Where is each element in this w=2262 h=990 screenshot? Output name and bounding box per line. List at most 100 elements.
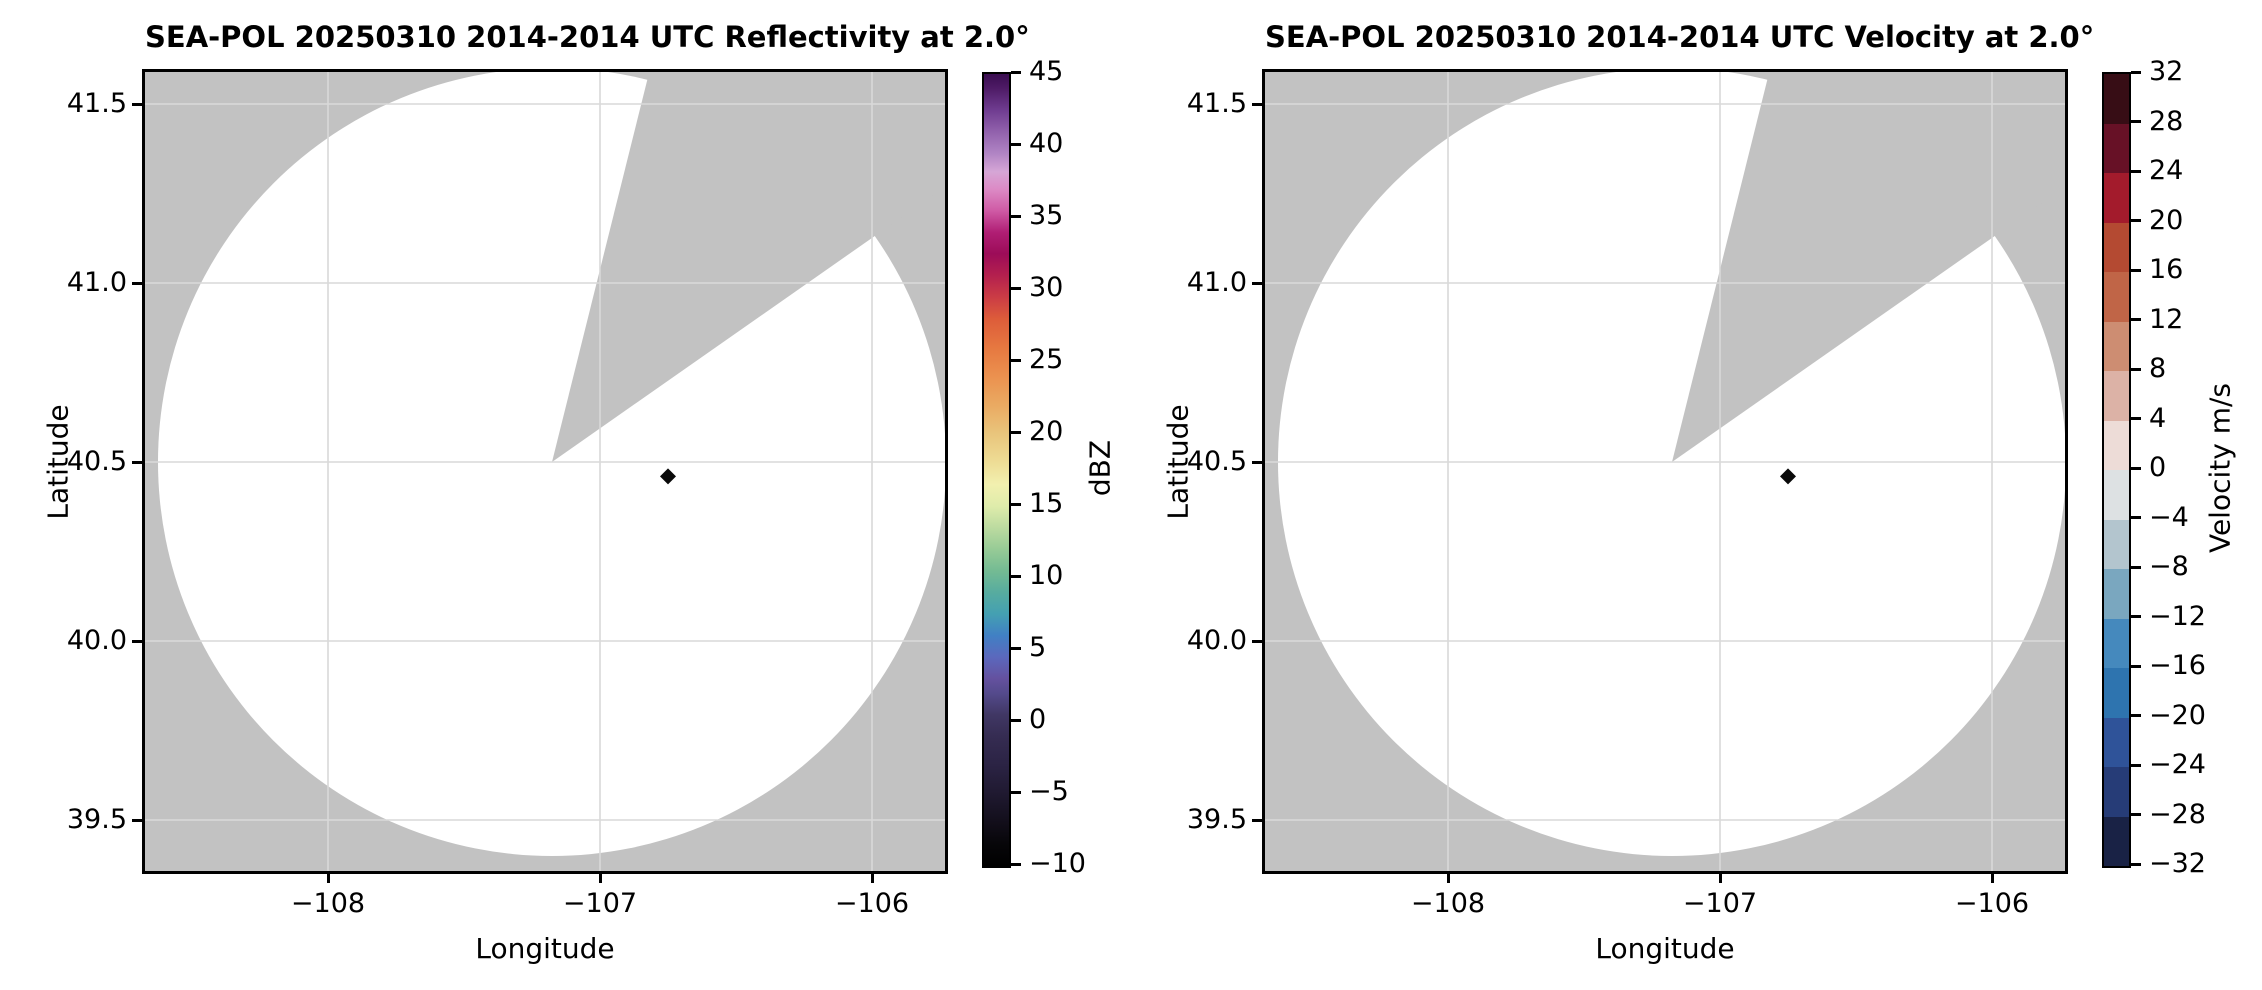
reflectivity-title: SEA-POL 20250310 2014-2014 UTC Reflectiv… <box>145 20 1030 54</box>
colorbar-tick <box>2131 565 2141 569</box>
colorbar-tick-label: −28 <box>2149 798 2206 830</box>
colorbar-tick <box>1011 286 1021 290</box>
colorbar-tick-label: −8 <box>2149 551 2189 582</box>
y-tick <box>1252 460 1264 464</box>
colorbar-tick-label: 20 <box>2149 204 2184 236</box>
colorbar-band <box>2104 470 2129 520</box>
colorbar-tick <box>2131 714 2141 717</box>
x-tick-label: −107 <box>1682 888 1758 919</box>
colorbar-tick <box>1011 142 1021 146</box>
station-marker-diamond <box>660 468 676 485</box>
colorbar-band <box>2104 767 2129 817</box>
blocked-sector-wedge <box>552 72 945 462</box>
colorbar-band <box>2104 668 2129 718</box>
velocity-panel: SEA-POL 20250310 2014-2014 UTC Velocity … <box>1120 0 2251 990</box>
y-tick <box>132 639 144 643</box>
colorbar-tick-label: 5 <box>1029 632 1047 663</box>
colorbar-tick <box>1011 358 1021 362</box>
velocity-title: SEA-POL 20250310 2014-2014 UTC Velocity … <box>1265 20 2095 54</box>
colorbar-band <box>2104 519 2129 569</box>
colorbar-band <box>2104 74 2129 124</box>
colorbar-tick-label: 12 <box>2149 303 2184 335</box>
y-tick-label: 41.0 <box>66 267 127 298</box>
colorbar-tick-label: −32 <box>2149 848 2206 879</box>
colorbar-tick-label: 8 <box>2149 353 2167 384</box>
reflectivity-colorbar <box>982 72 1011 868</box>
colorbar-tick-label: 15 <box>1029 488 1064 519</box>
x-tick-label: −108 <box>290 888 366 919</box>
y-tick <box>132 281 144 285</box>
colorbar-tick <box>1011 574 1021 578</box>
blocked-sector-wedge <box>1672 72 2065 462</box>
colorbar-tick <box>1011 430 1021 434</box>
colorbar-tick-label: 30 <box>1029 272 1064 303</box>
colorbar-tick <box>1011 502 1021 506</box>
y-tick <box>132 818 144 822</box>
colorbar-tick-label: 20 <box>1029 416 1064 447</box>
y-tick <box>132 460 144 464</box>
y-tick-label: 40.5 <box>66 446 127 477</box>
colorbar-tick-label: 25 <box>1029 344 1064 375</box>
colorbar-band <box>2104 272 2129 322</box>
colorbar-band <box>2104 371 2129 421</box>
y-tick <box>132 102 144 106</box>
map-svg <box>145 72 945 871</box>
colorbar-label: dBZ <box>1083 439 1117 497</box>
y-tick <box>1252 818 1264 822</box>
map-svg <box>1265 72 2065 871</box>
reflectivity-panel: SEA-POL 20250310 2014-2014 UTC Reflectiv… <box>42 20 1117 965</box>
colorbar-tick-label: 16 <box>2149 254 2184 285</box>
colorbar-tick-label: 45 <box>1029 56 1064 87</box>
x-tick <box>870 871 874 883</box>
colorbar-tick <box>2131 268 2141 272</box>
colorbar-tick <box>1011 718 1021 722</box>
colorbar-tick <box>1011 790 1021 794</box>
colorbar-tick <box>2131 367 2141 371</box>
colorbar-tick <box>2131 318 2141 321</box>
colorbar-tick-label: 40 <box>1029 128 1064 159</box>
x-tick <box>1446 871 1450 883</box>
colorbar-tick <box>1011 70 1021 74</box>
colorbar-tick <box>2131 763 2141 767</box>
y-tick-label: 39.5 <box>1186 804 1247 835</box>
colorbar-tick <box>2131 169 2141 173</box>
reflectivity-map-area <box>145 72 945 871</box>
x-tick <box>326 871 330 883</box>
colorbar-tick-label: −12 <box>2149 600 2206 632</box>
colorbar-tick-label: −10 <box>1029 848 1086 879</box>
y-tick-label: 40.0 <box>1186 625 1247 656</box>
colorbar-tick-label: 0 <box>1029 704 1047 735</box>
colorbar-tick-label: 10 <box>1029 560 1064 591</box>
x-tick <box>598 871 602 883</box>
colorbar-tick <box>2131 615 2141 618</box>
colorbar-tick-label: −24 <box>2149 749 2206 780</box>
colorbar-tick <box>2131 120 2141 123</box>
x-tick <box>1718 871 1722 883</box>
colorbar-tick-label: −20 <box>2149 699 2206 731</box>
colorbar-label: Velocity m/s <box>2203 382 2237 554</box>
y-tick-label: 39.5 <box>66 804 127 835</box>
colorbar-tick-label: 32 <box>2149 56 2184 87</box>
colorbar-tick-label: 35 <box>1029 200 1064 231</box>
colorbar-band <box>2104 123 2129 173</box>
colorbar-tick-label: 28 <box>2149 105 2184 137</box>
colorbar-band <box>2104 717 2129 767</box>
colorbar-tick <box>2131 70 2141 74</box>
y-tick-label: 41.0 <box>1186 267 1247 298</box>
x-tick-label: −106 <box>1954 888 2030 919</box>
x-tick-label: −106 <box>834 888 910 919</box>
x-axis-label: Longitude <box>1595 932 1735 965</box>
y-tick-label: 40.5 <box>1186 446 1247 477</box>
x-axis-label: Longitude <box>475 932 615 965</box>
colorbar-tick-label: 4 <box>2149 402 2167 434</box>
colorbar-band <box>2104 222 2129 272</box>
colorbar-tick-label: −16 <box>2149 650 2206 681</box>
x-tick <box>1990 871 1994 883</box>
y-tick <box>1252 281 1264 285</box>
colorbar-tick <box>1011 646 1021 650</box>
colorbar-tick <box>2131 813 2141 816</box>
y-tick <box>1252 102 1264 106</box>
colorbar-band <box>2104 420 2129 470</box>
colorbar-tick-label: 24 <box>2149 155 2184 186</box>
colorbar-tick <box>2131 219 2141 222</box>
